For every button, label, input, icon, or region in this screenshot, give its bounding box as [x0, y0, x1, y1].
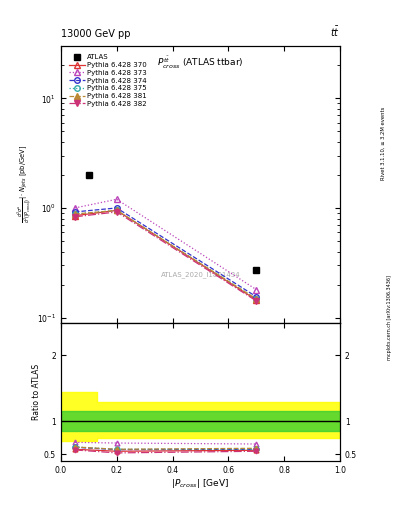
Y-axis label: $\frac{d^2\sigma^u}{d^2(|P_{cross}|)}|\cdot N_{jets}\ \mathrm{[pb/GeV]}$: $\frac{d^2\sigma^u}{d^2(|P_{cross}|)}|\c… [17, 145, 34, 223]
Text: Rivet 3.1.10, ≥ 3.2M events: Rivet 3.1.10, ≥ 3.2M events [381, 106, 386, 180]
X-axis label: $|P_{cross}|$ [GeV]: $|P_{cross}|$ [GeV] [171, 477, 230, 490]
Text: $P^{t\bar{t}}_{cross}$ (ATLAS ttbar): $P^{t\bar{t}}_{cross}$ (ATLAS ttbar) [157, 54, 244, 71]
Text: ATLAS_2020_I1801434: ATLAS_2020_I1801434 [161, 271, 240, 279]
Text: 13000 GeV pp: 13000 GeV pp [61, 29, 130, 39]
Legend: ATLAS, Pythia 6.428 370, Pythia 6.428 373, Pythia 6.428 374, Pythia 6.428 375, P: ATLAS, Pythia 6.428 370, Pythia 6.428 37… [67, 52, 149, 109]
Y-axis label: Ratio to ATLAS: Ratio to ATLAS [32, 364, 41, 420]
Text: $t\bar{t}$: $t\bar{t}$ [330, 25, 340, 39]
Text: mcplots.cern.ch [arXiv:1306.3436]: mcplots.cern.ch [arXiv:1306.3436] [387, 275, 391, 360]
